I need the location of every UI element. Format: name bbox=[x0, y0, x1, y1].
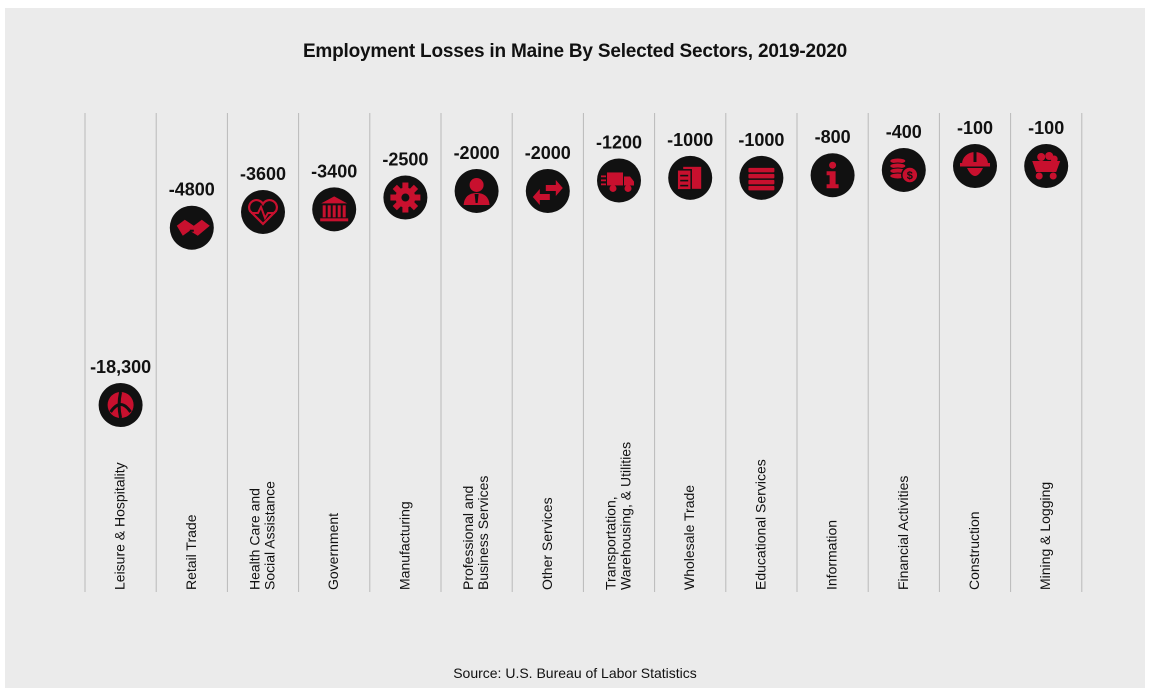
mine-cart-icon bbox=[1024, 144, 1069, 188]
value-label: -1000 bbox=[738, 130, 784, 150]
svg-text:$: $ bbox=[907, 170, 913, 182]
value-label: -400 bbox=[886, 122, 922, 142]
category-label: Government bbox=[325, 513, 341, 590]
value-label: -1200 bbox=[596, 132, 642, 152]
value-label: -2000 bbox=[454, 143, 500, 163]
value-label: -800 bbox=[815, 127, 851, 147]
coins-icon: $ bbox=[881, 147, 926, 192]
businessperson-icon bbox=[454, 168, 499, 213]
value-label: -18,300 bbox=[90, 357, 151, 377]
category-label: Professional andBusiness Services bbox=[460, 476, 491, 590]
beach-ball-icon bbox=[98, 383, 143, 427]
gear-icon bbox=[383, 175, 428, 220]
arrows-exchange-icon bbox=[525, 168, 570, 213]
category-label: Construction bbox=[966, 511, 982, 590]
bank-icon bbox=[312, 187, 357, 232]
value-label: -2000 bbox=[525, 143, 571, 163]
heart-pulse-icon bbox=[241, 189, 285, 234]
category-label: Other Services bbox=[539, 497, 555, 590]
value-label: -2500 bbox=[382, 150, 428, 170]
category-label: Leisure & Hospitality bbox=[112, 462, 128, 590]
chart-panel: Employment Losses in Maine By Selected S… bbox=[5, 8, 1145, 688]
value-label: -3400 bbox=[311, 161, 357, 181]
chart-svg: -18,300 Leisure & Hospitality -4800 Retail … bbox=[84, 113, 1083, 592]
category-label: Mining & Logging bbox=[1037, 482, 1053, 590]
value-label: -4800 bbox=[169, 180, 215, 200]
value-label: -100 bbox=[1028, 118, 1064, 138]
category-label: Information bbox=[824, 520, 840, 590]
chart-title: Employment Losses in Maine By Selected S… bbox=[302, 41, 848, 62]
category-label: Educational Services bbox=[752, 459, 768, 590]
handshake-icon bbox=[169, 205, 214, 250]
category-label: Retail Trade bbox=[183, 514, 199, 590]
category-label: Financial Activities bbox=[895, 476, 911, 590]
value-label: -3600 bbox=[240, 164, 286, 184]
category-label: Manufacturing bbox=[396, 501, 412, 590]
books-icon bbox=[739, 155, 784, 200]
source-note: Source: U.S. Bureau of Labor Statistics bbox=[453, 665, 697, 681]
delivery-truck-icon bbox=[597, 158, 641, 203]
hard-hat-icon bbox=[953, 144, 997, 188]
info-icon bbox=[810, 153, 855, 198]
category-label: Health Care andSocial Assistance bbox=[247, 481, 278, 590]
clipboard-icon bbox=[668, 155, 713, 200]
category-label: Wholesale Trade bbox=[681, 485, 697, 590]
value-label: -100 bbox=[957, 118, 993, 138]
category-label: Transportation,Warehousing, & Utilities bbox=[603, 442, 634, 590]
value-label: -1000 bbox=[667, 130, 713, 150]
